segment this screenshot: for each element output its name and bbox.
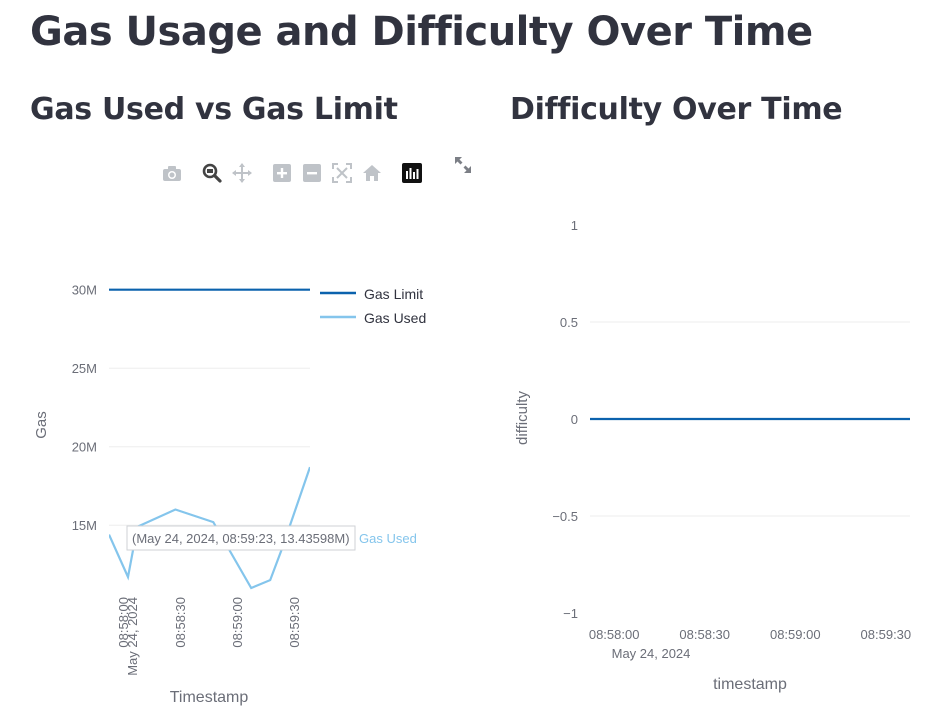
difficulty-y-axis-label: difficulty <box>514 391 531 445</box>
zoom-in-icon[interactable] <box>270 160 294 186</box>
zoom-icon[interactable] <box>200 160 224 186</box>
difficulty-x-tick-label: 08:59:00 <box>770 627 821 642</box>
gas-x-tick-label: 08:59:30 <box>287 597 302 648</box>
gas-chart-title: Gas Used vs Gas Limit <box>30 92 398 127</box>
legend-label-gas-limit[interactable]: Gas Limit <box>364 286 423 302</box>
hover-tooltip: (May 24, 2024, 08:59:23, 13.43598M) Gas … <box>126 525 417 551</box>
difficulty-x-tick-label: 08:58:30 <box>679 627 730 642</box>
difficulty-x-axis-label: timestamp <box>713 676 787 693</box>
gas-x-tick-label: 08:59:00 <box>230 597 245 648</box>
gas-chart: 15M 20M 25M 30M 08:58:00 08:58:30 08:59:00 08:… <box>33 283 426 706</box>
difficulty-y-tick-label: −0.5 <box>552 509 578 524</box>
hover-tooltip-text: (May 24, 2024, 08:59:23, 13.43598M) <box>132 531 350 546</box>
gas-y-axis-label: Gas <box>33 411 50 439</box>
fullscreen-icon[interactable] <box>452 154 478 180</box>
difficulty-chart: −1 −0.5 0 0.5 1 08:58:00 08:58:30 08:59:00 08:5… <box>514 218 911 693</box>
gas-y-tick-label: 25M <box>72 361 97 376</box>
camera-icon[interactable] <box>160 160 184 186</box>
hover-tooltip-series: Gas Used <box>359 531 417 546</box>
gas-y-tick-label: 30M <box>72 283 97 298</box>
difficulty-x-tick-label: 08:58:00 <box>589 627 640 642</box>
gas-y-tick-label: 20M <box>72 440 97 455</box>
pan-icon[interactable] <box>230 160 254 186</box>
gas-x-date-label: May 24, 2024 <box>125 597 140 676</box>
gas-x-tick-label: 08:58:00 <box>116 597 131 648</box>
autoscale-icon[interactable] <box>330 160 354 186</box>
gas-y-tick-label: 15M <box>72 518 97 533</box>
legend-label-gas-used[interactable]: Gas Used <box>364 310 426 326</box>
gas-x-axis-label: Timestamp <box>170 689 249 706</box>
plotly-logo-icon[interactable] <box>400 160 424 186</box>
gas-x-tick-label: 08:58:30 <box>173 597 188 648</box>
reset-axes-icon[interactable] <box>360 160 384 186</box>
difficulty-y-tick-label: 1 <box>571 218 578 233</box>
difficulty-y-tick-label: 0.5 <box>560 315 578 330</box>
difficulty-x-tick-label: 08:59:30 <box>861 627 912 642</box>
difficulty-chart-title: Difficulty Over Time <box>510 92 843 127</box>
difficulty-x-date-label: May 24, 2024 <box>612 646 691 661</box>
gas-legend: Gas Limit Gas Used <box>320 286 426 326</box>
zoom-out-icon[interactable] <box>300 160 324 186</box>
difficulty-y-tick-label: 0 <box>571 412 578 427</box>
difficulty-y-tick-label: −1 <box>563 606 578 621</box>
gas-used-line[interactable] <box>109 466 310 590</box>
page-title: Gas Usage and Difficulty Over Time <box>30 9 813 55</box>
